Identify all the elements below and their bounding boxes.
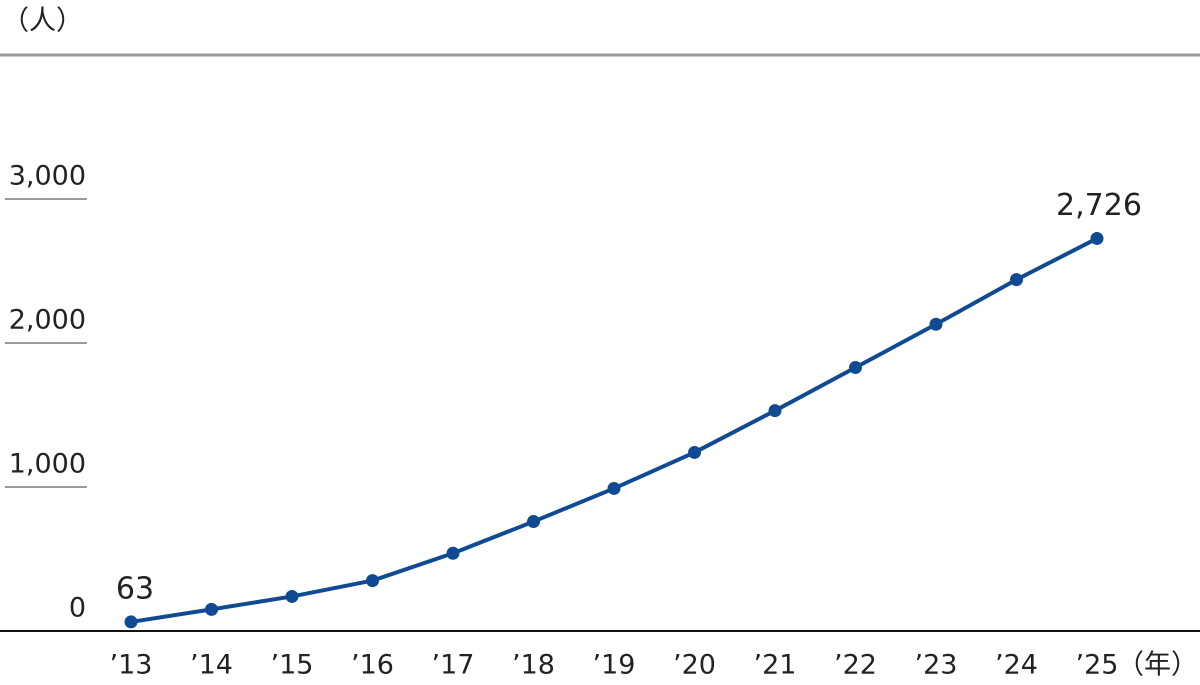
y-tick-label: 1,000 [9,449,86,480]
data-point [1010,273,1023,287]
data-point [849,360,862,374]
x-tick-label: ’15 [271,650,314,681]
y-tick-label: 3,000 [9,161,86,192]
x-tick-label: ’24 [995,650,1038,681]
data-line [130,236,1098,624]
x-tick-label: ’20 [673,650,716,681]
x-tick-label: ’19 [593,650,636,681]
x-tick-label: ’18 [512,650,555,681]
data-point [929,317,943,331]
y-tick-label: 2,000 [9,305,86,336]
data-point [1090,231,1104,245]
data-point [607,481,621,495]
data-point [366,574,379,588]
data-label: 2,726 [1056,188,1142,223]
y-tick-label: 0 [69,593,86,624]
data-point [446,546,460,560]
data-point [527,515,540,529]
x-tick-label: ’25 [1076,650,1119,681]
data-point [205,602,218,616]
data-point [124,615,138,629]
x-unit-label: （年） [1117,650,1198,681]
data-point [768,404,782,418]
x-tick-label: ’21 [754,650,797,681]
data-point [688,445,701,459]
x-tick-label: ’17 [432,650,475,681]
data-point [285,589,299,603]
data-label: 63 [116,571,154,606]
y-unit-label: （人） [2,6,83,37]
x-tick-label: ’23 [915,650,958,681]
x-tick-label: ’16 [351,650,394,681]
x-tick-label: ’13 [110,650,153,681]
x-tick-label: ’14 [190,650,233,681]
x-tick-label: ’22 [834,650,877,681]
